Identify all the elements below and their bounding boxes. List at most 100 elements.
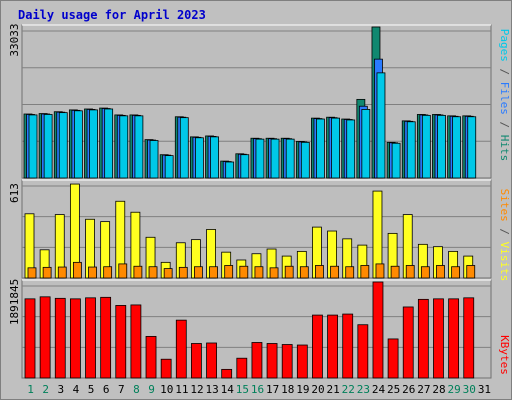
x-tick-label-day-17: 17	[266, 383, 279, 396]
bar-pages-day-14	[225, 161, 235, 179]
bar-sites-day-21	[330, 265, 339, 279]
x-tick-label-day-26: 26	[402, 383, 415, 396]
bar-sites-day-12	[194, 266, 203, 279]
bar-sites-day-4	[72, 261, 82, 279]
x-tick-label-day-29: 29	[448, 383, 461, 396]
right-label-part: /	[498, 222, 511, 242]
x-tick-label-day-18: 18	[281, 383, 294, 396]
bar-kbytes-day-24	[372, 281, 384, 379]
bar-kbytes-day-9	[145, 335, 157, 379]
bar-kbytes-day-1	[24, 298, 36, 379]
x-tick-label-day-14: 14	[221, 383, 235, 396]
x-tick-label-day-21: 21	[327, 383, 340, 396]
x-tick-label-day-23: 23	[357, 383, 370, 396]
bar-pages-day-18	[285, 138, 295, 179]
x-tick-label-day-24: 24	[372, 383, 386, 396]
x-tick-label-day-27: 27	[417, 383, 430, 396]
bar-pages-day-6	[104, 108, 114, 179]
right-label-part: Files	[498, 82, 511, 115]
right-label-part: /	[498, 62, 511, 82]
bar-sites-day-7	[118, 263, 128, 279]
y-axis-max-label: 33033	[8, 23, 21, 56]
bar-sites-day-17	[269, 267, 279, 279]
panel-kbytes: 1891845	[8, 279, 492, 379]
x-tick-label-day-10: 10	[160, 383, 173, 396]
x-tick-label-day-19: 19	[296, 383, 309, 396]
x-tick-label-day-5: 5	[88, 383, 95, 396]
bar-pages-day-28	[437, 114, 446, 179]
panel-hits-files-pages: 33033	[8, 23, 492, 179]
x-tick-label-day-9: 9	[148, 383, 155, 396]
x-tick-label-day-4: 4	[73, 383, 80, 396]
right-label-part: Sites	[498, 189, 511, 222]
y-axis-max-label: 613	[8, 183, 21, 203]
right-label-top: Pages / Files / Hits	[498, 29, 511, 162]
bar-kbytes-day-3	[54, 297, 66, 379]
bar-kbytes-day-21	[327, 314, 338, 379]
x-tick-label-day-25: 25	[387, 383, 400, 396]
bar-pages-day-26	[406, 121, 416, 179]
bar-sites-day-27	[420, 266, 430, 279]
bar-pages-day-12	[195, 137, 204, 179]
bar-pages-day-8	[134, 115, 144, 179]
x-tick-label-day-1: 1	[27, 383, 34, 396]
bar-kbytes-day-19	[296, 344, 308, 379]
x-tick-label-day-12: 12	[190, 383, 203, 396]
bar-kbytes-day-28	[433, 298, 444, 379]
bar-sites-day-2	[42, 266, 52, 279]
bar-kbytes-day-7	[115, 305, 127, 379]
bar-kbytes-day-23	[357, 324, 369, 379]
x-axis-labels: 1 2 3 4 5 6 7 8 9 10 11 12 13 14 15 16 17 18 19 20 21 22 23 24 2…	[27, 383, 491, 396]
bar-sites-day-9	[148, 266, 158, 279]
bar-pages-day-23	[361, 109, 371, 179]
right-label-part: Visits	[498, 242, 511, 282]
bar-kbytes-day-22	[342, 313, 354, 379]
bar-sites-day-18	[284, 265, 294, 279]
bar-kbytes-day-29	[448, 298, 460, 379]
x-tick-label-day-2: 2	[42, 383, 49, 396]
x-tick-label-day-3: 3	[58, 383, 65, 396]
bar-pages-day-3	[58, 112, 68, 179]
bar-sites-day-14	[224, 265, 234, 279]
bar-kbytes-day-8	[130, 304, 142, 379]
x-tick-label-day-20: 20	[311, 383, 324, 396]
bar-sites-day-26	[405, 265, 415, 279]
bar-pages-day-27	[421, 114, 431, 179]
right-label-middle: Sites / Visits	[498, 189, 511, 282]
bar-kbytes-day-4	[69, 298, 81, 379]
bar-pages-day-30	[467, 116, 477, 179]
bar-pages-day-1	[28, 114, 38, 179]
right-axis-labels: Pages / Files / Hits Sites / Visits KBytes	[498, 29, 511, 375]
x-tick-label-day-8: 8	[133, 383, 140, 396]
bar-sites-day-3	[57, 266, 67, 279]
bar-pages-day-25	[391, 142, 401, 179]
bar-kbytes-day-12	[191, 343, 202, 379]
bar-kbytes-day-14	[221, 368, 233, 379]
bar-pages-day-21	[331, 117, 340, 179]
bar-sites-day-11	[178, 266, 188, 279]
x-tick-label-day-30: 30	[463, 383, 476, 396]
x-tick-label-day-11: 11	[175, 383, 188, 396]
bar-kbytes-day-15	[236, 357, 248, 379]
x-tick-label-day-22: 22	[342, 383, 355, 396]
bar-kbytes-day-13	[206, 342, 217, 379]
x-tick-label-day-31: 31	[478, 383, 491, 396]
bar-sites-day-24	[375, 263, 385, 279]
bar-sites-day-13	[209, 266, 218, 279]
bar-pages-day-24	[376, 72, 386, 179]
bar-kbytes-day-25	[387, 338, 399, 379]
bar-sites-day-20	[315, 265, 324, 279]
bar-sites-day-16	[254, 266, 264, 279]
bar-sites-day-25	[390, 265, 400, 279]
right-label-bottom: KBytes	[498, 335, 511, 375]
bar-sites-day-29	[451, 266, 461, 279]
bar-pages-day-20	[316, 118, 325, 179]
chart-panels: 33033 613 1891845	[8, 23, 492, 379]
bar-sites-day-1	[27, 267, 37, 279]
bar-sites-day-30	[466, 265, 476, 279]
bar-pages-day-16	[255, 138, 265, 179]
bar-sites-day-5	[88, 266, 97, 279]
x-tick-label-day-15: 15	[236, 383, 249, 396]
bar-kbytes-day-27	[417, 298, 429, 379]
right-label-part: KBytes	[498, 335, 511, 375]
